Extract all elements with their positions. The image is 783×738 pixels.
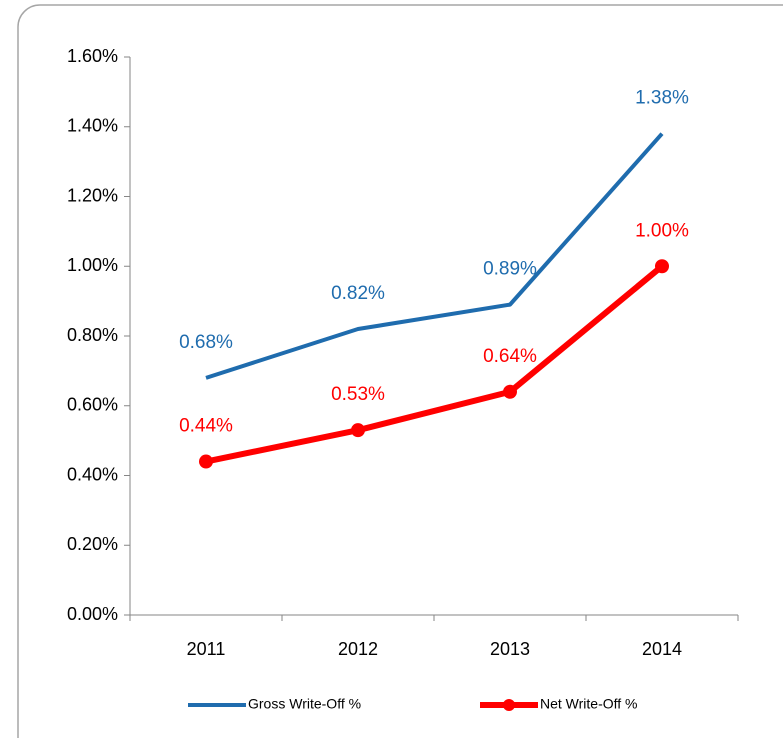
data-label: 1.38%	[635, 88, 689, 109]
legend-marker	[503, 699, 515, 711]
y-tick-label: 1.20%	[67, 185, 118, 205]
data-label: 0.89%	[483, 259, 537, 280]
y-tick-label: 0.00%	[67, 604, 118, 624]
x-tick-label: 2013	[490, 639, 530, 659]
data-label: 0.44%	[179, 416, 233, 437]
data-label: 0.68%	[179, 332, 233, 353]
x-tick-label: 2014	[642, 639, 682, 659]
y-tick-label: 0.60%	[67, 395, 118, 415]
y-tick-label: 0.80%	[67, 325, 118, 345]
y-tick-label: 0.20%	[67, 534, 118, 554]
series-line	[205, 132, 664, 380]
data-label: 1.00%	[635, 220, 689, 241]
y-tick-label: 0.40%	[67, 464, 118, 484]
data-label: 0.64%	[483, 346, 537, 367]
series-line	[205, 263, 664, 465]
y-tick-label: 1.00%	[67, 255, 118, 275]
chart-frame	[17, 4, 783, 738]
y-tick-label: 1.40%	[67, 116, 118, 136]
legend-label: Net Write-Off %	[540, 696, 638, 712]
x-tick-label: 2011	[187, 639, 226, 659]
point-marker	[351, 423, 365, 438]
point-marker	[199, 454, 213, 469]
data-label: 0.53%	[331, 384, 385, 405]
x-tick-label: 2012	[338, 639, 378, 659]
data-label: 0.82%	[331, 283, 385, 304]
legend-label: Gross Write-Off %	[248, 696, 361, 712]
y-tick-label: 1.60%	[67, 46, 118, 66]
point-marker	[503, 384, 517, 399]
point-marker	[655, 259, 669, 274]
